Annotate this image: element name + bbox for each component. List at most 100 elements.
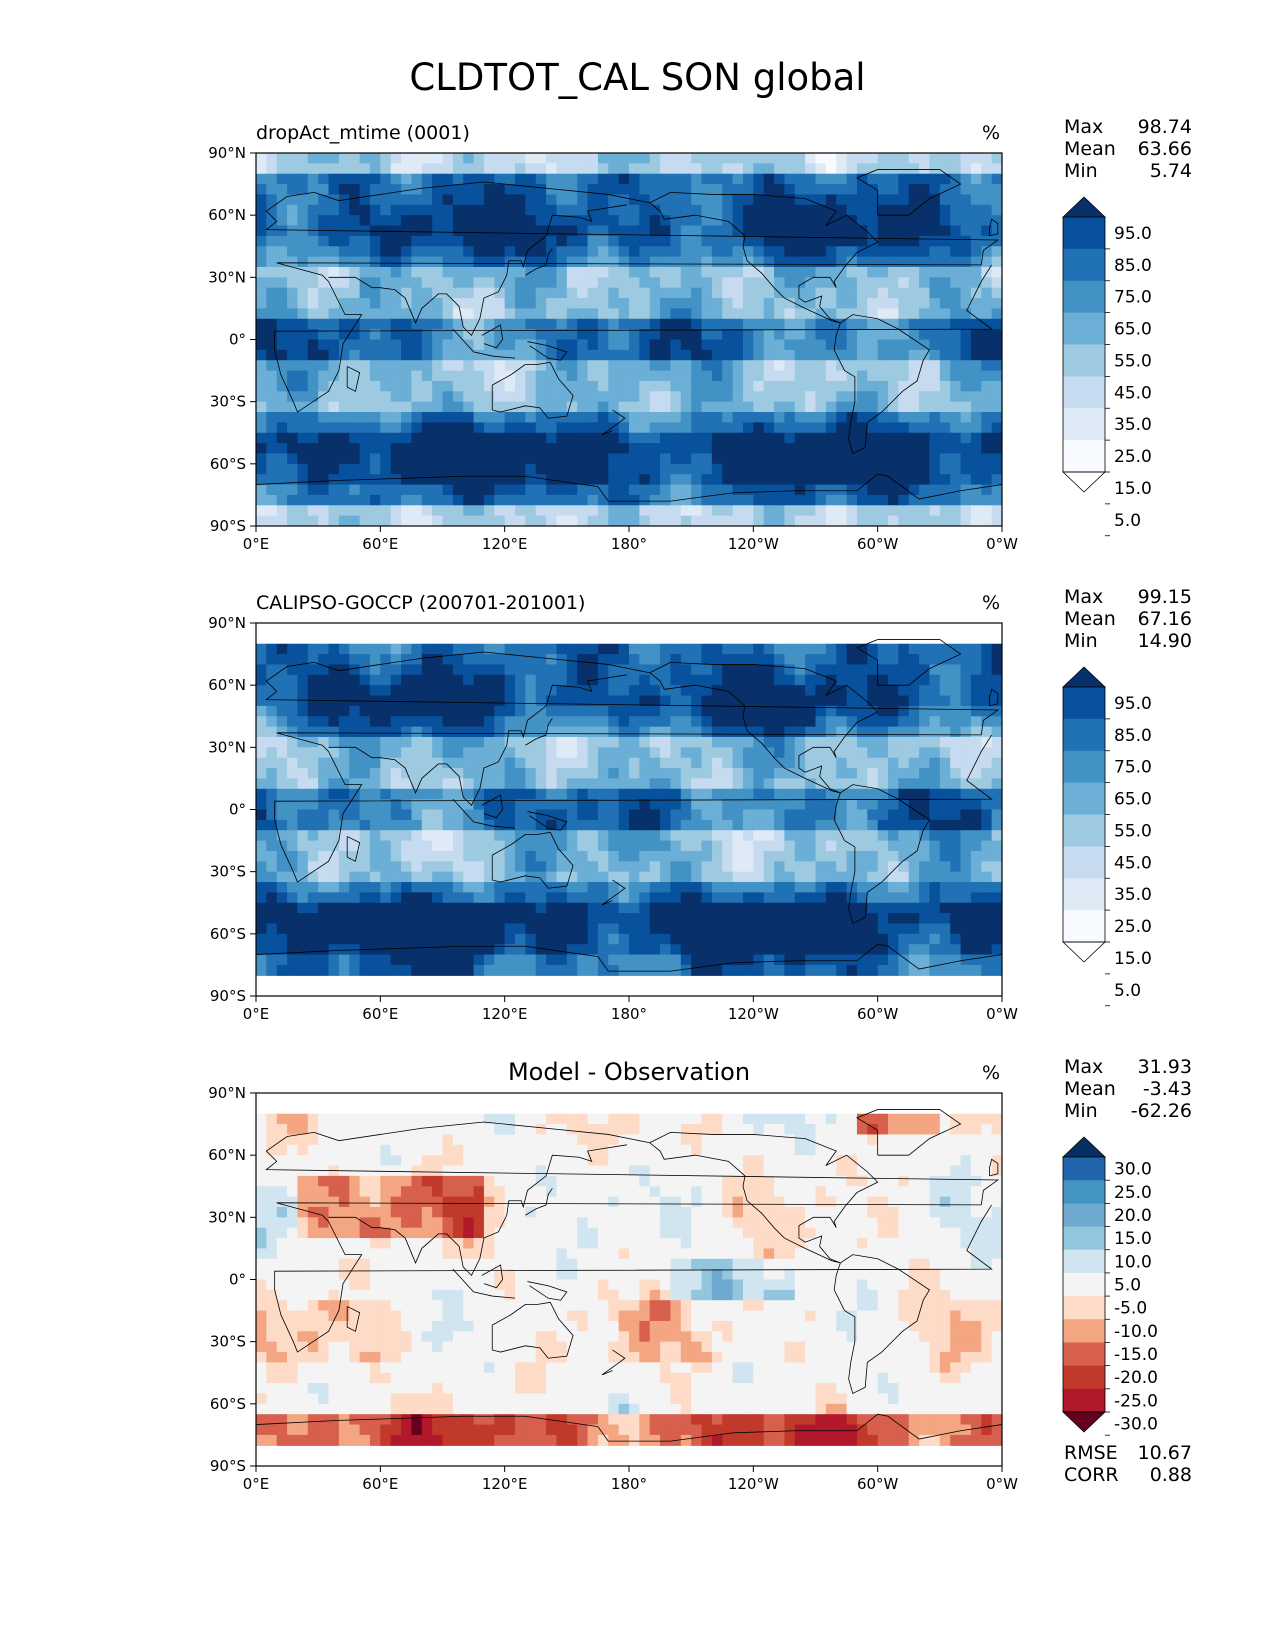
field-cell — [536, 768, 547, 779]
field-cell — [567, 737, 578, 748]
field-cell — [598, 820, 609, 831]
field-cell — [443, 215, 454, 226]
field-cell — [950, 226, 961, 237]
field-cell — [847, 288, 858, 299]
field-cell — [370, 913, 381, 924]
field-cell — [484, 412, 495, 423]
field-cell — [795, 727, 806, 738]
field-cell — [940, 319, 951, 330]
field-cell — [474, 872, 485, 883]
field-cell — [443, 226, 454, 237]
field-cell — [608, 267, 619, 278]
field-cell — [929, 654, 940, 665]
field-cell — [349, 194, 360, 205]
field-cell — [567, 184, 578, 195]
field-cell — [443, 820, 454, 831]
field-cell — [567, 174, 578, 185]
field-cell — [898, 267, 909, 278]
field-cell — [774, 257, 785, 268]
field-cell — [753, 443, 764, 454]
field-cell — [764, 288, 775, 299]
field-cell — [919, 923, 930, 934]
field-cell — [867, 685, 878, 696]
field-cell — [277, 892, 288, 903]
field-cell — [360, 768, 371, 779]
field-cell — [411, 758, 422, 769]
field-cell — [494, 205, 505, 216]
field-cell — [463, 308, 474, 319]
field-cell — [981, 205, 992, 216]
field-cell — [805, 433, 816, 444]
field-cell — [816, 696, 827, 707]
field-cell — [961, 810, 972, 821]
field-cell — [629, 205, 640, 216]
field-cell — [909, 913, 920, 924]
field-cell — [629, 153, 640, 164]
field-cell — [297, 277, 308, 288]
field-cell — [712, 841, 723, 852]
field-cell — [805, 758, 816, 769]
field-cell — [474, 696, 485, 707]
field-cell — [670, 288, 681, 299]
field-cell — [588, 340, 599, 351]
field-cell — [743, 194, 754, 205]
field-cell — [795, 685, 806, 696]
field-cell — [971, 810, 982, 821]
field-cell — [971, 194, 982, 205]
field-cell — [577, 402, 588, 413]
field-cell — [339, 654, 350, 665]
field-cell — [898, 882, 909, 893]
field-cell — [588, 747, 599, 758]
field-cell — [919, 184, 930, 195]
field-cell — [898, 194, 909, 205]
field-cell — [961, 799, 972, 810]
field-cell — [784, 675, 795, 686]
field-cell — [857, 391, 868, 402]
field-cell — [380, 892, 391, 903]
field-cell — [702, 768, 713, 779]
field-cell — [380, 236, 391, 247]
field-cell — [909, 360, 920, 371]
field-cell — [898, 205, 909, 216]
field-cell — [256, 737, 267, 748]
field-cell — [567, 644, 578, 655]
field-cell — [681, 308, 692, 319]
field-cell — [722, 422, 733, 433]
field-cell — [670, 841, 681, 852]
field-cell — [556, 163, 567, 174]
field-cell — [411, 872, 422, 883]
field-cell — [650, 381, 661, 392]
field-cell — [929, 810, 940, 821]
field-cell — [266, 257, 277, 268]
field-cell — [961, 716, 972, 727]
field-cell — [722, 903, 733, 914]
field-cell — [660, 789, 671, 800]
field-cell — [297, 298, 308, 309]
field-cell — [453, 153, 464, 164]
field-cell — [867, 737, 878, 748]
field-cell — [505, 675, 516, 686]
field-cell — [878, 340, 889, 351]
field-cell — [287, 851, 298, 862]
field-cell — [422, 215, 433, 226]
field-cell — [318, 675, 329, 686]
field-cell — [961, 226, 972, 237]
field-cell — [971, 913, 982, 924]
field-cell — [391, 226, 402, 237]
field-cell — [878, 706, 889, 717]
field-cell — [670, 810, 681, 821]
field-cell — [691, 913, 702, 924]
field-cell — [370, 778, 381, 789]
field-cell — [619, 443, 630, 454]
field-cell — [536, 277, 547, 288]
field-cell — [795, 257, 806, 268]
field-cell — [743, 453, 754, 464]
field-cell — [867, 716, 878, 727]
field-cell — [505, 236, 516, 247]
field-cell — [380, 153, 391, 164]
field-cell — [898, 298, 909, 309]
field-cell — [619, 727, 630, 738]
field-cell — [629, 830, 640, 841]
field-cell — [297, 903, 308, 914]
field-cell — [629, 747, 640, 758]
